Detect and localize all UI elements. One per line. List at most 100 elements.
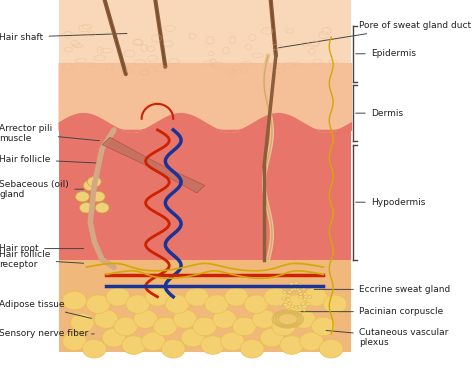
Ellipse shape <box>283 303 287 306</box>
Ellipse shape <box>102 328 126 347</box>
Ellipse shape <box>287 308 291 311</box>
Ellipse shape <box>272 310 303 328</box>
Text: Epidermis: Epidermis <box>356 49 416 58</box>
Text: Hair follicle: Hair follicle <box>0 155 100 164</box>
Ellipse shape <box>232 317 256 336</box>
Ellipse shape <box>294 282 298 285</box>
Text: Hair follicle
receptor: Hair follicle receptor <box>0 250 83 269</box>
Ellipse shape <box>86 295 110 313</box>
Ellipse shape <box>95 203 109 213</box>
Ellipse shape <box>213 310 237 328</box>
Ellipse shape <box>323 295 347 313</box>
Text: Arrector pili
muscle: Arrector pili muscle <box>0 124 100 143</box>
Ellipse shape <box>82 339 106 358</box>
Ellipse shape <box>285 286 289 289</box>
Ellipse shape <box>264 288 288 306</box>
Ellipse shape <box>165 295 189 313</box>
Ellipse shape <box>260 328 284 347</box>
Ellipse shape <box>299 284 302 287</box>
Ellipse shape <box>300 332 323 351</box>
Ellipse shape <box>75 191 89 202</box>
Text: Cutaneous vascular
plexus: Cutaneous vascular plexus <box>326 328 448 347</box>
Ellipse shape <box>302 288 306 290</box>
Ellipse shape <box>161 339 185 358</box>
Ellipse shape <box>126 295 149 313</box>
Text: Adipose tissue: Adipose tissue <box>0 300 91 318</box>
Ellipse shape <box>106 288 130 306</box>
Ellipse shape <box>319 339 343 358</box>
Ellipse shape <box>292 311 295 314</box>
Ellipse shape <box>114 317 137 336</box>
Ellipse shape <box>278 313 297 325</box>
Ellipse shape <box>185 288 209 306</box>
Ellipse shape <box>288 291 292 294</box>
Ellipse shape <box>290 288 294 291</box>
Ellipse shape <box>154 317 177 336</box>
FancyBboxPatch shape <box>59 119 351 260</box>
Ellipse shape <box>291 305 294 308</box>
Ellipse shape <box>220 332 244 351</box>
Ellipse shape <box>142 332 165 351</box>
Ellipse shape <box>63 332 86 351</box>
Ellipse shape <box>303 293 307 296</box>
Text: Dermis: Dermis <box>356 109 403 118</box>
Ellipse shape <box>292 288 297 290</box>
Ellipse shape <box>280 336 303 354</box>
Ellipse shape <box>308 295 312 298</box>
Ellipse shape <box>201 336 225 354</box>
Ellipse shape <box>173 310 197 328</box>
Text: Hair root: Hair root <box>0 244 83 253</box>
Polygon shape <box>102 137 205 193</box>
Ellipse shape <box>244 295 268 313</box>
Ellipse shape <box>205 295 228 313</box>
Ellipse shape <box>288 302 292 305</box>
Text: Sensory nerve fiber: Sensory nerve fiber <box>0 329 94 338</box>
Ellipse shape <box>91 191 105 202</box>
Ellipse shape <box>286 294 290 297</box>
Text: Hair shaft: Hair shaft <box>0 33 127 42</box>
Ellipse shape <box>252 310 276 328</box>
Ellipse shape <box>181 328 205 347</box>
Ellipse shape <box>273 311 302 327</box>
Ellipse shape <box>297 311 301 314</box>
FancyBboxPatch shape <box>59 0 351 63</box>
Ellipse shape <box>282 297 286 300</box>
Ellipse shape <box>295 288 299 291</box>
Ellipse shape <box>298 305 302 308</box>
Text: Hypodermis: Hypodermis <box>356 198 425 207</box>
Ellipse shape <box>306 303 310 306</box>
Ellipse shape <box>292 310 315 328</box>
Ellipse shape <box>286 298 291 301</box>
Ellipse shape <box>311 317 335 336</box>
Ellipse shape <box>225 288 248 306</box>
Ellipse shape <box>146 288 169 306</box>
Ellipse shape <box>83 180 97 191</box>
Ellipse shape <box>63 291 86 310</box>
Ellipse shape <box>302 308 306 311</box>
Ellipse shape <box>275 312 301 326</box>
Ellipse shape <box>299 292 302 295</box>
Ellipse shape <box>298 290 301 293</box>
Ellipse shape <box>299 295 303 298</box>
Ellipse shape <box>301 302 305 305</box>
Ellipse shape <box>272 317 296 336</box>
Text: Pore of sweat gland duct: Pore of sweat gland duct <box>279 22 471 48</box>
Ellipse shape <box>80 203 93 213</box>
Ellipse shape <box>303 288 327 306</box>
Ellipse shape <box>303 298 307 301</box>
Ellipse shape <box>277 313 299 325</box>
Ellipse shape <box>122 336 146 354</box>
Text: Eccrine sweat gland: Eccrine sweat gland <box>314 285 450 294</box>
Text: Pacinian corpuscle: Pacinian corpuscle <box>299 307 443 316</box>
FancyBboxPatch shape <box>59 56 351 130</box>
Ellipse shape <box>134 310 157 328</box>
Ellipse shape <box>290 282 293 285</box>
Text: Sebaceous (oil)
gland: Sebaceous (oil) gland <box>0 180 83 199</box>
Ellipse shape <box>284 295 308 313</box>
Ellipse shape <box>193 317 217 336</box>
Ellipse shape <box>94 310 118 328</box>
Ellipse shape <box>283 290 287 293</box>
Ellipse shape <box>294 306 298 309</box>
Ellipse shape <box>71 313 94 332</box>
Ellipse shape <box>240 339 264 358</box>
